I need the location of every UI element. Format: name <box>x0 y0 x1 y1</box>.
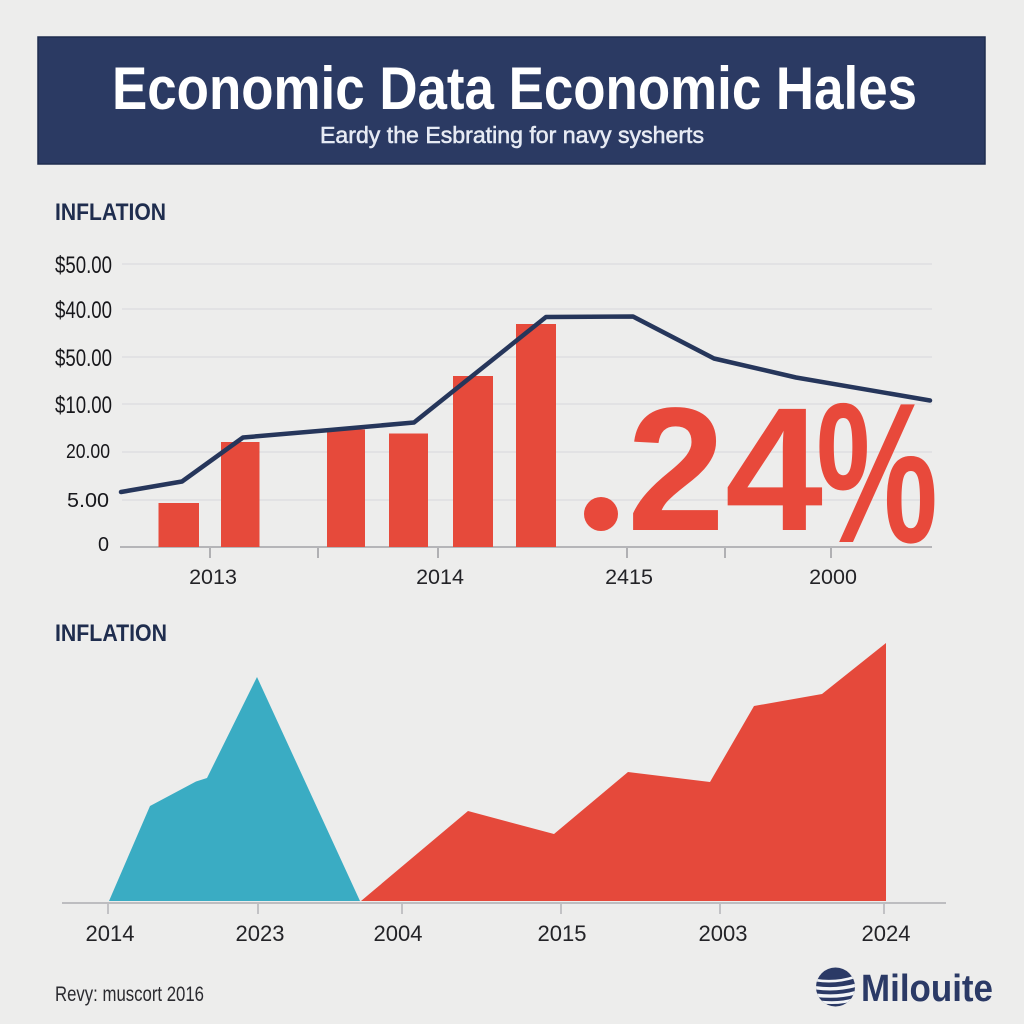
svg-text:%: % <box>816 362 938 585</box>
svg-text:$50.00: $50.00 <box>55 252 112 279</box>
svg-text:Eardy the Esbrating for navy s: Eardy the Esbrating for navy sysherts <box>320 122 704 148</box>
svg-text:2023: 2023 <box>236 921 285 946</box>
svg-text:2004: 2004 <box>374 921 423 946</box>
svg-text:$50.00: $50.00 <box>55 345 112 372</box>
svg-text:2415: 2415 <box>605 565 653 589</box>
svg-text:5.00: 5.00 <box>67 490 109 512</box>
svg-text:2013: 2013 <box>189 565 237 589</box>
svg-text:Revy: muscort 2016: Revy: muscort 2016 <box>55 983 204 1006</box>
svg-text:Milouite: Milouite <box>861 968 993 1010</box>
svg-text:2000: 2000 <box>809 565 857 589</box>
svg-text:INFLATION: INFLATION <box>55 199 166 226</box>
svg-text:0: 0 <box>98 534 109 556</box>
svg-text:2015: 2015 <box>538 921 587 946</box>
svg-text:20.00: 20.00 <box>66 441 110 463</box>
svg-text:2003: 2003 <box>699 921 748 946</box>
svg-text:2014: 2014 <box>86 921 135 946</box>
svg-text:$40.00: $40.00 <box>55 297 112 324</box>
svg-text:24: 24 <box>627 372 823 568</box>
svg-text:Economic Data Economic Hales: Economic Data Economic Hales <box>112 55 917 122</box>
svg-text:2024: 2024 <box>862 921 911 946</box>
svg-text:$10.00: $10.00 <box>55 392 112 419</box>
svg-text:2014: 2014 <box>416 565 464 589</box>
svg-text:INFLATION: INFLATION <box>55 620 167 647</box>
